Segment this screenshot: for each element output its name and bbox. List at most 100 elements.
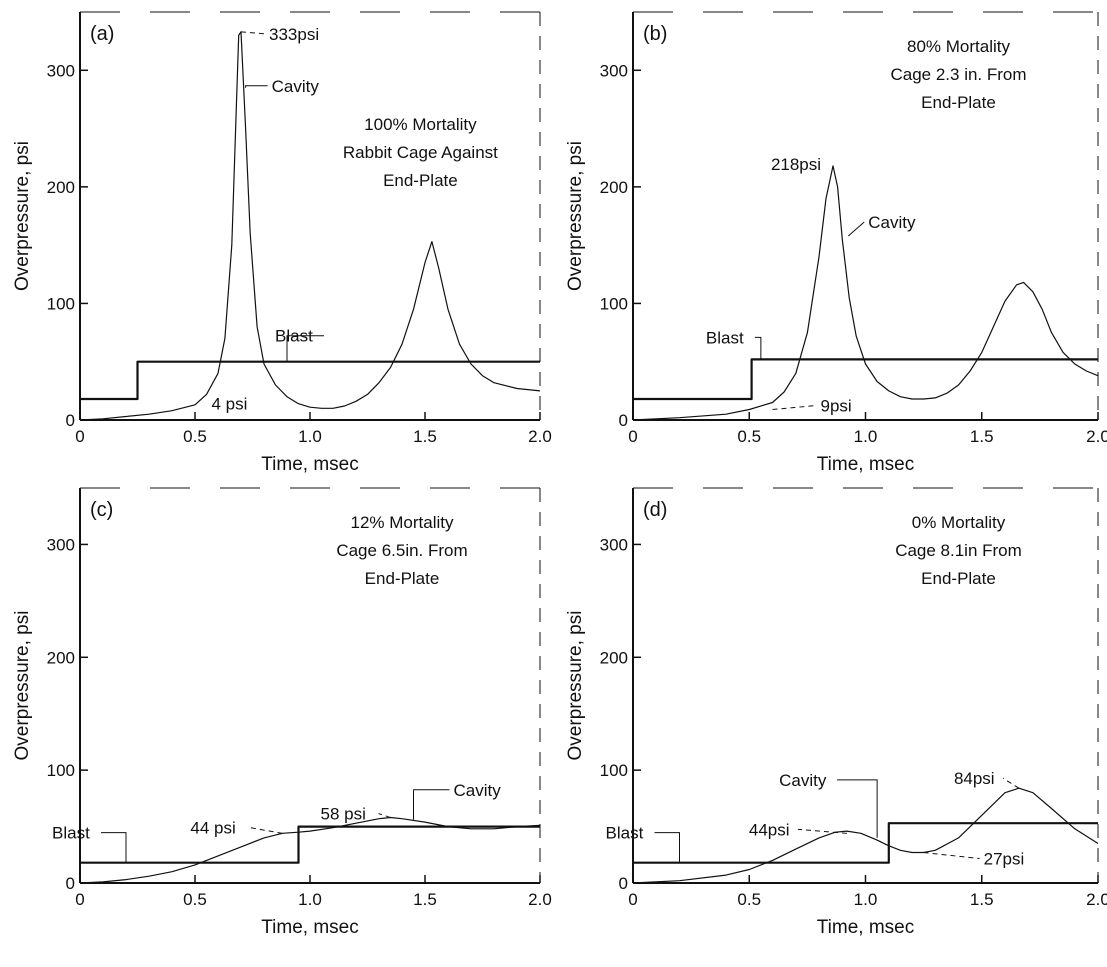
annotation-leader	[245, 85, 268, 88]
annotation-leader	[1002, 777, 1020, 789]
chart-panel: 0 0.5 1.0 1.5 2.0 0 100 200 300 Time, msec Overpre…	[12, 11, 552, 475]
series-cavity-line	[79, 31, 541, 421]
chart-panel: 0 0.5 1.0 1.5 2.0 0 100 200 300 Time, msec Overpre…	[565, 487, 1107, 938]
condition-text-line: 100% Mortality	[364, 115, 477, 134]
x-tick-label: 0	[75, 890, 84, 909]
annotation-leader	[101, 832, 127, 863]
y-tick-label: 0	[619, 874, 628, 893]
panel-label: (a)	[90, 23, 114, 45]
annotation-leader	[923, 852, 980, 860]
condition-text-line: 80% Mortality	[907, 37, 1010, 56]
x-tick-label: 0.5	[183, 427, 207, 446]
x-tick-label: 1.0	[298, 427, 322, 446]
series-blast-line	[633, 822, 1098, 864]
x-tick-label: 1.5	[413, 890, 437, 909]
x-axis-title: Time, msec	[261, 917, 358, 938]
y-axis-title: Overpressure, psi	[12, 611, 33, 761]
x-tick-label: 2.0	[1086, 427, 1107, 446]
condition-text-line: 0% Mortality	[912, 513, 1006, 532]
x-tick-label: 1.5	[413, 427, 437, 446]
annotation-label: Cavity	[454, 781, 502, 800]
panel-label: (c)	[90, 499, 113, 521]
annotation-leader	[378, 813, 391, 819]
annotation-label: 44psi	[749, 820, 790, 839]
x-tick-label: 1.0	[854, 890, 878, 909]
annotation-label: Blast	[606, 824, 644, 843]
y-tick-label: 300	[600, 535, 628, 554]
annotation-leader	[847, 221, 865, 237]
series-cavity-line	[632, 165, 1099, 421]
x-axis-title: Time, msec	[817, 917, 914, 938]
annotation-label: 27psi	[984, 850, 1025, 869]
y-tick-label: 0	[66, 411, 75, 430]
annotation-leader	[286, 335, 324, 362]
x-tick-label: 2.0	[1086, 890, 1107, 909]
y-tick-label: 300	[600, 61, 628, 80]
y-tick-label: 200	[47, 178, 75, 197]
annotation-leader	[837, 779, 878, 838]
annotation-label: 9psi	[821, 397, 852, 416]
annotation-leader	[797, 828, 847, 834]
annotation-label: 333psi	[269, 25, 319, 44]
condition-text-line: End-Plate	[383, 171, 458, 190]
condition-text-line: End-Plate	[365, 569, 440, 588]
chart-panel: 0 0.5 1.0 1.5 2.0 0 100 200 300 Time, msec Overpre…	[12, 487, 552, 938]
series-blast-line	[80, 360, 540, 401]
x-tick-label: 1.5	[970, 427, 994, 446]
y-axis-title: Overpressure, psi	[12, 141, 33, 291]
x-tick-label: 0	[75, 427, 84, 446]
condition-text-line: End-Plate	[921, 569, 996, 588]
y-axis-title: Overpressure, psi	[565, 141, 586, 291]
annotation-label: Cavity	[779, 771, 827, 790]
condition-text-line: Rabbit Cage Against	[343, 143, 498, 162]
y-tick-label: 100	[600, 294, 628, 313]
condition-text-line: Cage 6.5in. From	[336, 541, 467, 560]
y-tick-label: 100	[600, 761, 628, 780]
x-tick-label: 0.5	[737, 890, 761, 909]
y-tick-label: 300	[47, 61, 75, 80]
annotation-label: Cavity	[868, 213, 916, 232]
series-blast-line	[80, 825, 540, 864]
x-tick-label: 2.0	[528, 427, 552, 446]
panel-label: (b)	[643, 23, 667, 45]
x-tick-label: 1.0	[298, 890, 322, 909]
y-tick-label: 200	[47, 648, 75, 667]
annotation-leader	[772, 405, 817, 411]
x-tick-label: 1.0	[854, 427, 878, 446]
annotation-leader	[754, 336, 762, 360]
condition-text-line: Cage 8.1in From	[895, 541, 1022, 560]
annotation-label: 218psi	[771, 155, 821, 174]
x-axis-title: Time, msec	[817, 454, 914, 475]
annotation-leader	[413, 789, 450, 820]
annotation-leader	[248, 826, 283, 834]
y-tick-label: 0	[66, 874, 75, 893]
series-blast-line	[633, 358, 1098, 401]
series-cavity-line	[632, 787, 1099, 884]
y-tick-label: 300	[47, 535, 75, 554]
annotation-label: Blast	[706, 328, 744, 347]
y-tick-label: 100	[47, 761, 75, 780]
y-tick-label: 200	[600, 178, 628, 197]
panel-label: (d)	[643, 499, 667, 521]
x-axis-title: Time, msec	[261, 454, 358, 475]
y-tick-label: 200	[600, 648, 628, 667]
x-tick-label: 1.5	[970, 890, 994, 909]
x-tick-label: 0	[628, 890, 637, 909]
annotation-leader	[654, 832, 680, 863]
y-tick-label: 100	[47, 294, 75, 313]
y-tick-label: 0	[619, 411, 628, 430]
x-tick-label: 0.5	[737, 427, 761, 446]
annotation-label: 84psi	[954, 769, 995, 788]
annotation-label: 44 psi	[190, 818, 235, 837]
condition-text-line: 12% Mortality	[351, 513, 454, 532]
annotation-label: 4 psi	[212, 394, 248, 413]
annotation-leader	[240, 31, 266, 35]
x-tick-label: 0	[628, 427, 637, 446]
x-tick-label: 2.0	[528, 890, 552, 909]
x-tick-label: 0.5	[183, 890, 207, 909]
chart-panel: 0 0.5 1.0 1.5 2.0 0 100 200 300 Time, msec Overpre…	[565, 11, 1107, 475]
annotation-label: 58 psi	[321, 805, 366, 824]
annotation-label: Cavity	[272, 77, 320, 96]
condition-text-line: Cage 2.3 in. From	[890, 65, 1026, 84]
